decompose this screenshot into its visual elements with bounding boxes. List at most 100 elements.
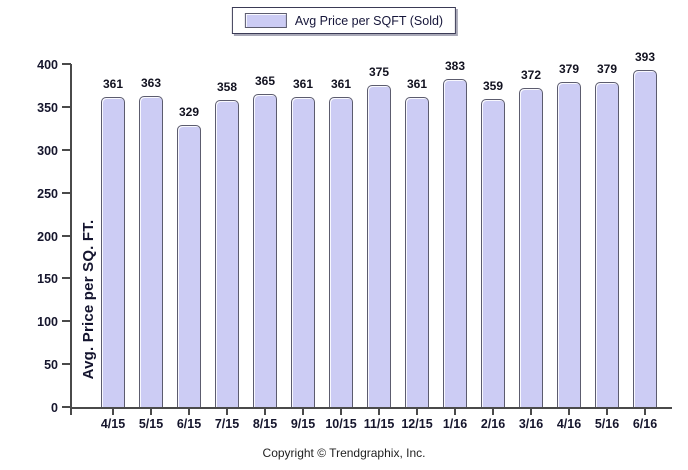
y-tick-label: 200 <box>37 229 58 244</box>
x-tick <box>530 409 532 415</box>
y-tick <box>62 363 71 366</box>
x-tick-label: 1/16 <box>442 417 468 431</box>
bar <box>443 78 467 407</box>
y-tick <box>62 277 71 280</box>
x-tick <box>150 409 152 415</box>
bar-slot: 363 5/15 <box>132 64 170 431</box>
bar-series: 361 4/15 363 5/15 329 6/15 358 7/15 365 8/15 361 9/… <box>72 50 672 431</box>
x-tick-label: 5/16 <box>594 417 620 431</box>
bar-value-label: 393 <box>634 50 656 65</box>
bar-value-label: 372 <box>520 68 542 83</box>
x-tick <box>264 409 266 415</box>
x-tick-label: 11/15 <box>363 417 395 431</box>
bar-slot: 329 6/15 <box>170 64 208 431</box>
bar-slot: 393 6/16 <box>626 50 664 431</box>
x-tick-label: 6/15 <box>176 417 202 431</box>
x-tick-label: 10/15 <box>325 417 357 431</box>
bar <box>519 88 543 407</box>
bar <box>329 97 353 407</box>
bar <box>215 100 239 407</box>
bar-value-label: 361 <box>102 77 124 92</box>
bar-value-label: 375 <box>368 65 390 80</box>
y-tick-label: 100 <box>37 315 58 330</box>
bar-slot: 379 4/16 <box>550 62 588 431</box>
bar-slot: 359 2/16 <box>474 64 512 431</box>
bar-value-label: 361 <box>406 77 428 92</box>
legend-box: Avg Price per SQFT (Sold) <box>231 7 457 34</box>
x-tick-label: 7/15 <box>214 417 240 431</box>
x-tick <box>378 409 380 415</box>
copyright-text: Copyright © Trendgraphix, Inc. <box>262 446 426 460</box>
x-tick <box>606 409 608 415</box>
bar <box>557 82 581 407</box>
bar-slot: 375 11/15 <box>360 64 398 431</box>
y-tick <box>62 234 71 237</box>
x-tick <box>416 409 418 415</box>
bar-value-label: 361 <box>330 77 352 92</box>
x-tick-label: 3/16 <box>518 417 544 431</box>
y-tick-label: 250 <box>37 186 58 201</box>
x-tick <box>568 409 570 415</box>
y-tick-label: 400 <box>37 58 58 72</box>
x-tick-label: 2/16 <box>480 417 506 431</box>
x-tick <box>644 409 646 415</box>
x-tick <box>340 409 342 415</box>
bar-value-label: 383 <box>444 58 466 73</box>
x-tick-label: 4/15 <box>100 417 126 431</box>
bar-slot: 379 5/16 <box>588 62 626 431</box>
bar-value-label: 363 <box>140 75 162 90</box>
bar-slot: 358 7/15 <box>208 64 246 431</box>
bar-slot: 383 1/16 <box>436 59 474 431</box>
y-tick-label: 350 <box>37 100 58 115</box>
bar-slot: 372 3/16 <box>512 64 550 431</box>
x-tick <box>188 409 190 415</box>
y-tick-label: 300 <box>37 143 58 158</box>
y-tick <box>62 191 71 194</box>
x-tick-label: 6/16 <box>632 417 658 431</box>
y-tick <box>62 105 71 108</box>
bar-slot: 361 12/15 <box>398 64 436 431</box>
y-tick-label: 50 <box>44 358 58 373</box>
plot-area: Avg. Price per SQ. FT. 0 50 100 150 200 250 30… <box>37 50 672 431</box>
y-tick-label: 0 <box>51 401 58 415</box>
x-tick-label: 4/16 <box>556 417 582 431</box>
bar <box>177 124 201 407</box>
x-tick-label: 9/15 <box>290 417 316 431</box>
x-tick-label: 5/15 <box>138 417 164 431</box>
bar-value-label: 358 <box>216 80 238 95</box>
bar <box>253 94 277 407</box>
bar <box>633 70 657 407</box>
bar <box>481 99 505 407</box>
y-tick <box>62 320 71 323</box>
y-axis-extension <box>70 409 72 415</box>
bar-slot: 365 8/15 <box>246 64 284 431</box>
y-tick <box>62 63 71 65</box>
bar <box>405 97 429 407</box>
x-tick <box>454 409 456 415</box>
bar <box>367 85 391 407</box>
bar <box>101 97 125 407</box>
bar-slot: 361 9/15 <box>284 64 322 431</box>
y-tick-label: 150 <box>37 272 58 287</box>
x-tick <box>302 409 304 415</box>
bar-slot: 361 10/15 <box>322 64 360 431</box>
x-tick <box>492 409 494 415</box>
bar-value-label: 379 <box>558 62 580 77</box>
y-tick <box>62 406 71 408</box>
bar-value-label: 361 <box>292 77 314 92</box>
bar <box>139 95 163 407</box>
x-tick <box>226 409 228 415</box>
bar <box>595 82 619 407</box>
legend-label: Avg Price per SQFT (Sold) <box>294 13 444 28</box>
x-tick <box>112 409 114 415</box>
bar-value-label: 359 <box>482 79 504 94</box>
legend-swatch <box>244 13 287 28</box>
bar-value-label: 329 <box>178 104 200 119</box>
x-tick-label: 8/15 <box>252 417 278 431</box>
bar-slot: 361 4/15 <box>94 64 132 431</box>
x-tick-label: 12/15 <box>401 417 433 431</box>
bar-value-label: 365 <box>254 74 276 89</box>
bar <box>291 97 315 407</box>
bar-value-label: 379 <box>596 62 618 77</box>
